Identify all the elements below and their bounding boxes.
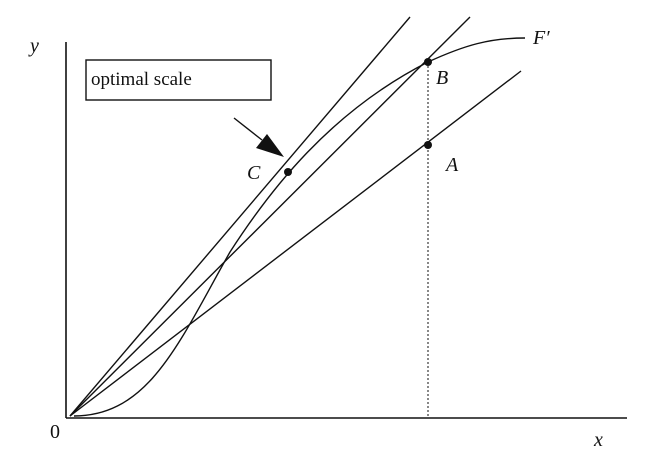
annotation-arrowhead [256,134,284,157]
annotation-text: optimal scale [91,69,192,90]
annotation-box [85,59,272,101]
production-curve [73,37,526,417]
point-b-label: B [436,67,448,89]
point-b-marker [424,58,432,66]
x-axis-label: x [593,429,603,451]
ray-through-a [69,70,522,417]
point-a-marker [424,141,432,149]
ray-through-b [69,16,471,417]
curve-label: F′ [532,27,550,49]
point-c-marker [284,168,292,176]
point-a-label: A [444,154,459,176]
point-c-label: C [247,162,261,184]
y-axis-label: y [28,35,39,57]
ray-tangent-at-c [69,16,411,417]
origin-label: 0 [50,421,60,443]
annotation-arrow-shaft [233,117,263,141]
